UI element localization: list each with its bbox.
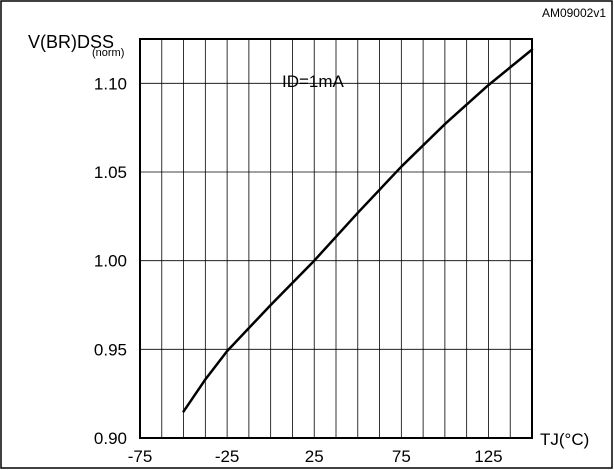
x-tick-label: 75 xyxy=(392,447,411,466)
tick-layer: -75 -25 25 75 125 0.90 0.95 1.00 1.05 1.10 xyxy=(94,74,503,466)
figure-id: AM09002v1 xyxy=(542,6,606,20)
y-tick-label: 0.95 xyxy=(94,340,127,359)
grid-layer xyxy=(140,39,532,438)
y-tick-label: 0.90 xyxy=(94,429,127,448)
plot-border xyxy=(139,38,533,439)
x-tick-label: 25 xyxy=(305,447,324,466)
x-tick-label: -25 xyxy=(215,447,240,466)
series-line xyxy=(182,48,534,413)
y-axis-label: V(BR)DSS xyxy=(28,32,114,52)
y-tick-label: 1.00 xyxy=(94,252,127,271)
x-tick-label: -75 xyxy=(128,447,153,466)
y-axis-sublabel: (norm) xyxy=(92,47,124,59)
condition-annotation: ID=1mA xyxy=(282,72,345,91)
x-tick-label: 125 xyxy=(474,447,502,466)
series-layer xyxy=(182,48,534,413)
y-tick-label: 1.10 xyxy=(94,74,127,93)
y-tick-label: 1.05 xyxy=(94,163,127,182)
x-axis-label: TJ(°C) xyxy=(540,430,589,449)
